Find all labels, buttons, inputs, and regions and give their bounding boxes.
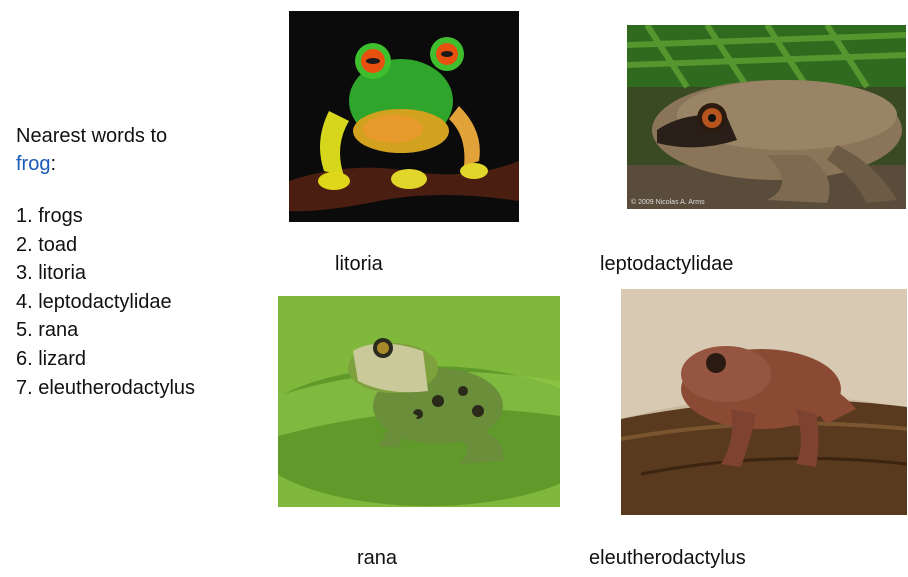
photo-credit: © 2009 Nicolas A. Arms bbox=[631, 198, 705, 206]
neighbor-item: 2. toad bbox=[16, 233, 78, 256]
neighbor-item: 7. eleutherodactylus bbox=[16, 376, 196, 399]
heading-keyword-line: frog: bbox=[16, 150, 167, 178]
caption-rana: rana bbox=[357, 547, 398, 569]
caption-litoria: litoria bbox=[335, 253, 383, 275]
caption-eleutherodactylus: eleutherodactylus bbox=[589, 547, 746, 569]
heading-suffix: : bbox=[50, 153, 57, 175]
heading-keyword: frog bbox=[16, 153, 51, 175]
neighbor-item: 3. litoria bbox=[16, 262, 87, 285]
eleutherodactylus-photo bbox=[621, 289, 907, 515]
leptodactylidae-photo: © 2009 Nicolas A. Arms bbox=[627, 25, 906, 209]
caption-leptodactylidae: leptodactylidae bbox=[600, 253, 734, 275]
rana-photo bbox=[278, 296, 560, 507]
litoria-photo bbox=[289, 11, 519, 222]
nearest-words-heading: Nearest words to frog: bbox=[16, 122, 167, 178]
neighbor-item: 5. rana bbox=[16, 319, 79, 342]
heading-prefix: Nearest words to bbox=[16, 125, 168, 147]
neighbor-item: 6. lizard bbox=[16, 347, 87, 370]
neighbor-item: 4. leptodactylidae bbox=[16, 290, 172, 313]
neighbor-word-list: 1. frogs 2. toad 3. litoria 4. leptodact… bbox=[16, 202, 195, 402]
neighbor-item: 1. frogs bbox=[16, 205, 83, 227]
